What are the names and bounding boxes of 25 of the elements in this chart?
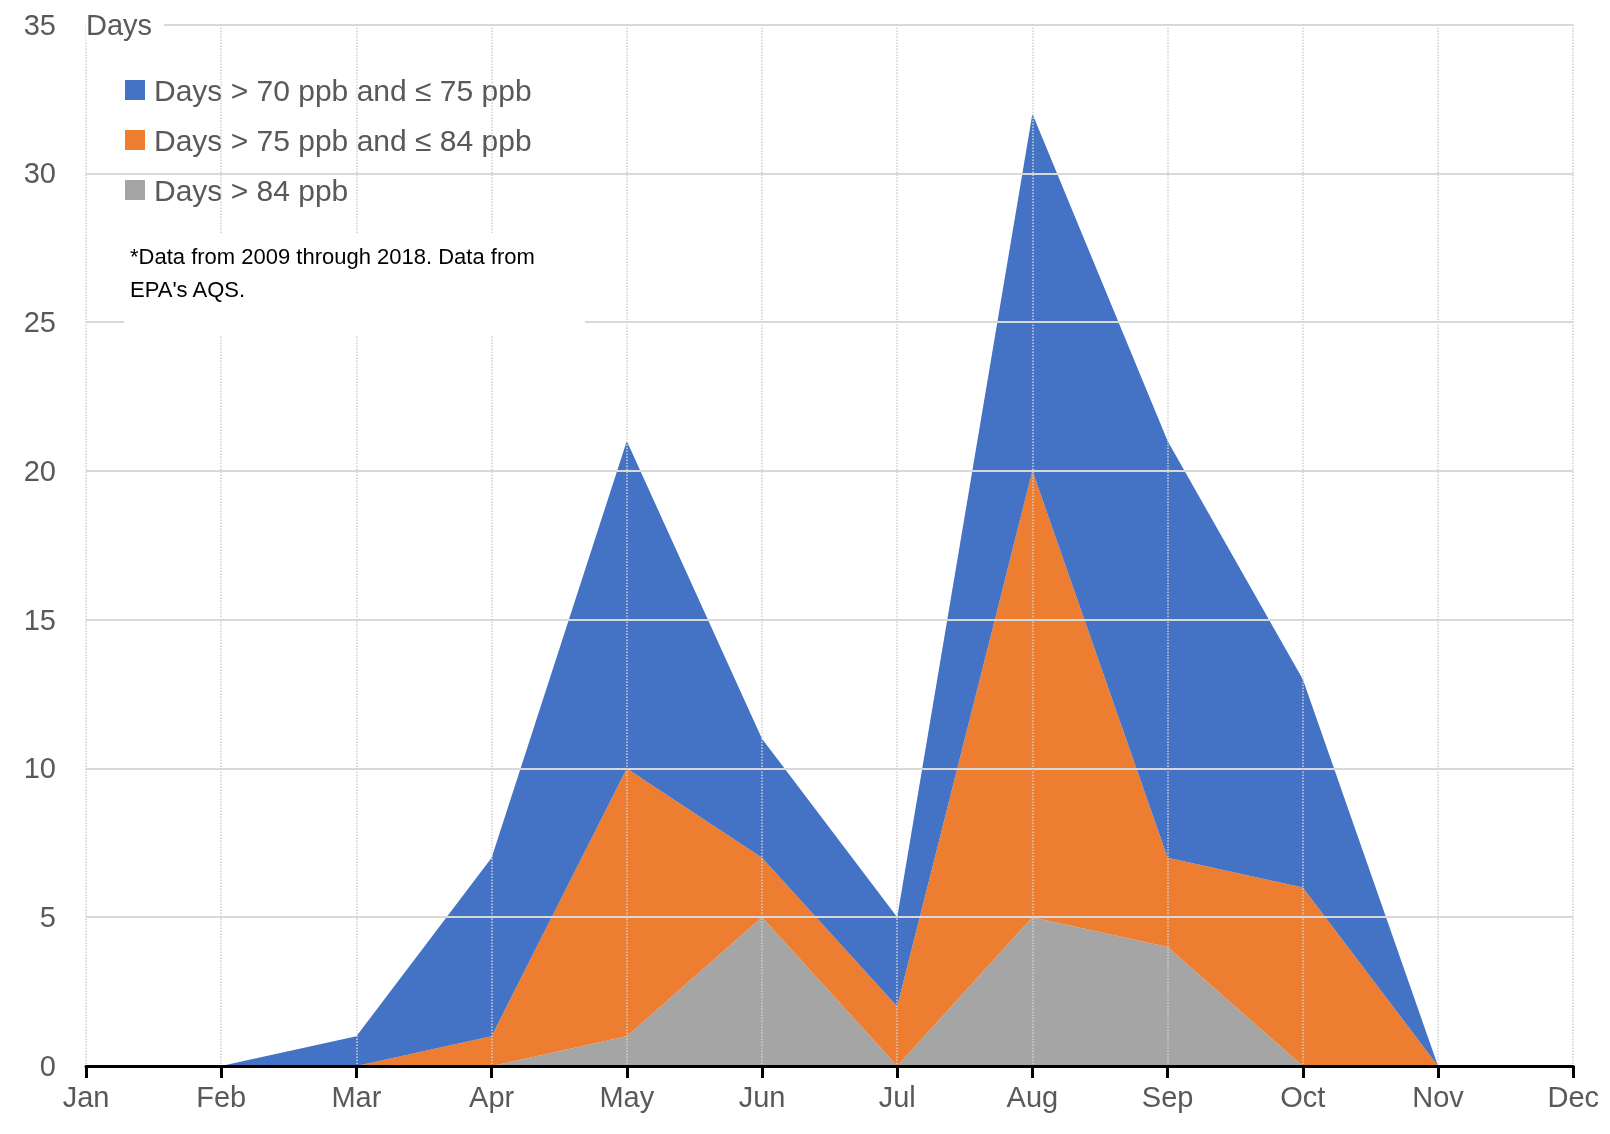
y-tick-label: 20 xyxy=(23,454,56,487)
x-tick-label: Mar xyxy=(331,1080,382,1113)
x-tick-label: Aug xyxy=(1006,1080,1059,1113)
x-tick-label: Oct xyxy=(1280,1080,1326,1113)
x-tick-label: Sep xyxy=(1141,1080,1194,1113)
annotation: *Data from 2009 through 2018. Data from EPA's AQS. xyxy=(130,244,541,302)
x-tick-label: Apr xyxy=(469,1080,515,1113)
legend-label: Days > 84 ppb xyxy=(154,173,349,207)
legend-label: Days > 70 ppb and ≤ 75 ppb xyxy=(154,73,532,107)
x-tick-label: Jun xyxy=(738,1080,786,1113)
y-tick-label: 30 xyxy=(23,157,56,190)
y-tick-label: 5 xyxy=(39,901,56,934)
y-tick-label: 0 xyxy=(39,1050,56,1082)
x-tick-label: Dec xyxy=(1547,1080,1599,1113)
x-tick-label: Nov xyxy=(1412,1080,1465,1113)
y-tick-label: 25 xyxy=(23,306,56,339)
y-tick-label: 10 xyxy=(23,752,56,785)
x-tick-label: Jul xyxy=(878,1080,916,1113)
y-tick-label: 15 xyxy=(23,603,56,636)
y-tick-label: 35 xyxy=(23,8,56,41)
legend-label: Days > 75 ppb and ≤ 84 ppb xyxy=(154,123,532,157)
y-axis-title: Days xyxy=(86,8,153,41)
x-tick-label: Feb xyxy=(196,1080,247,1113)
x-tick-label: May xyxy=(599,1080,655,1113)
x-tick-label: Jan xyxy=(62,1080,110,1113)
